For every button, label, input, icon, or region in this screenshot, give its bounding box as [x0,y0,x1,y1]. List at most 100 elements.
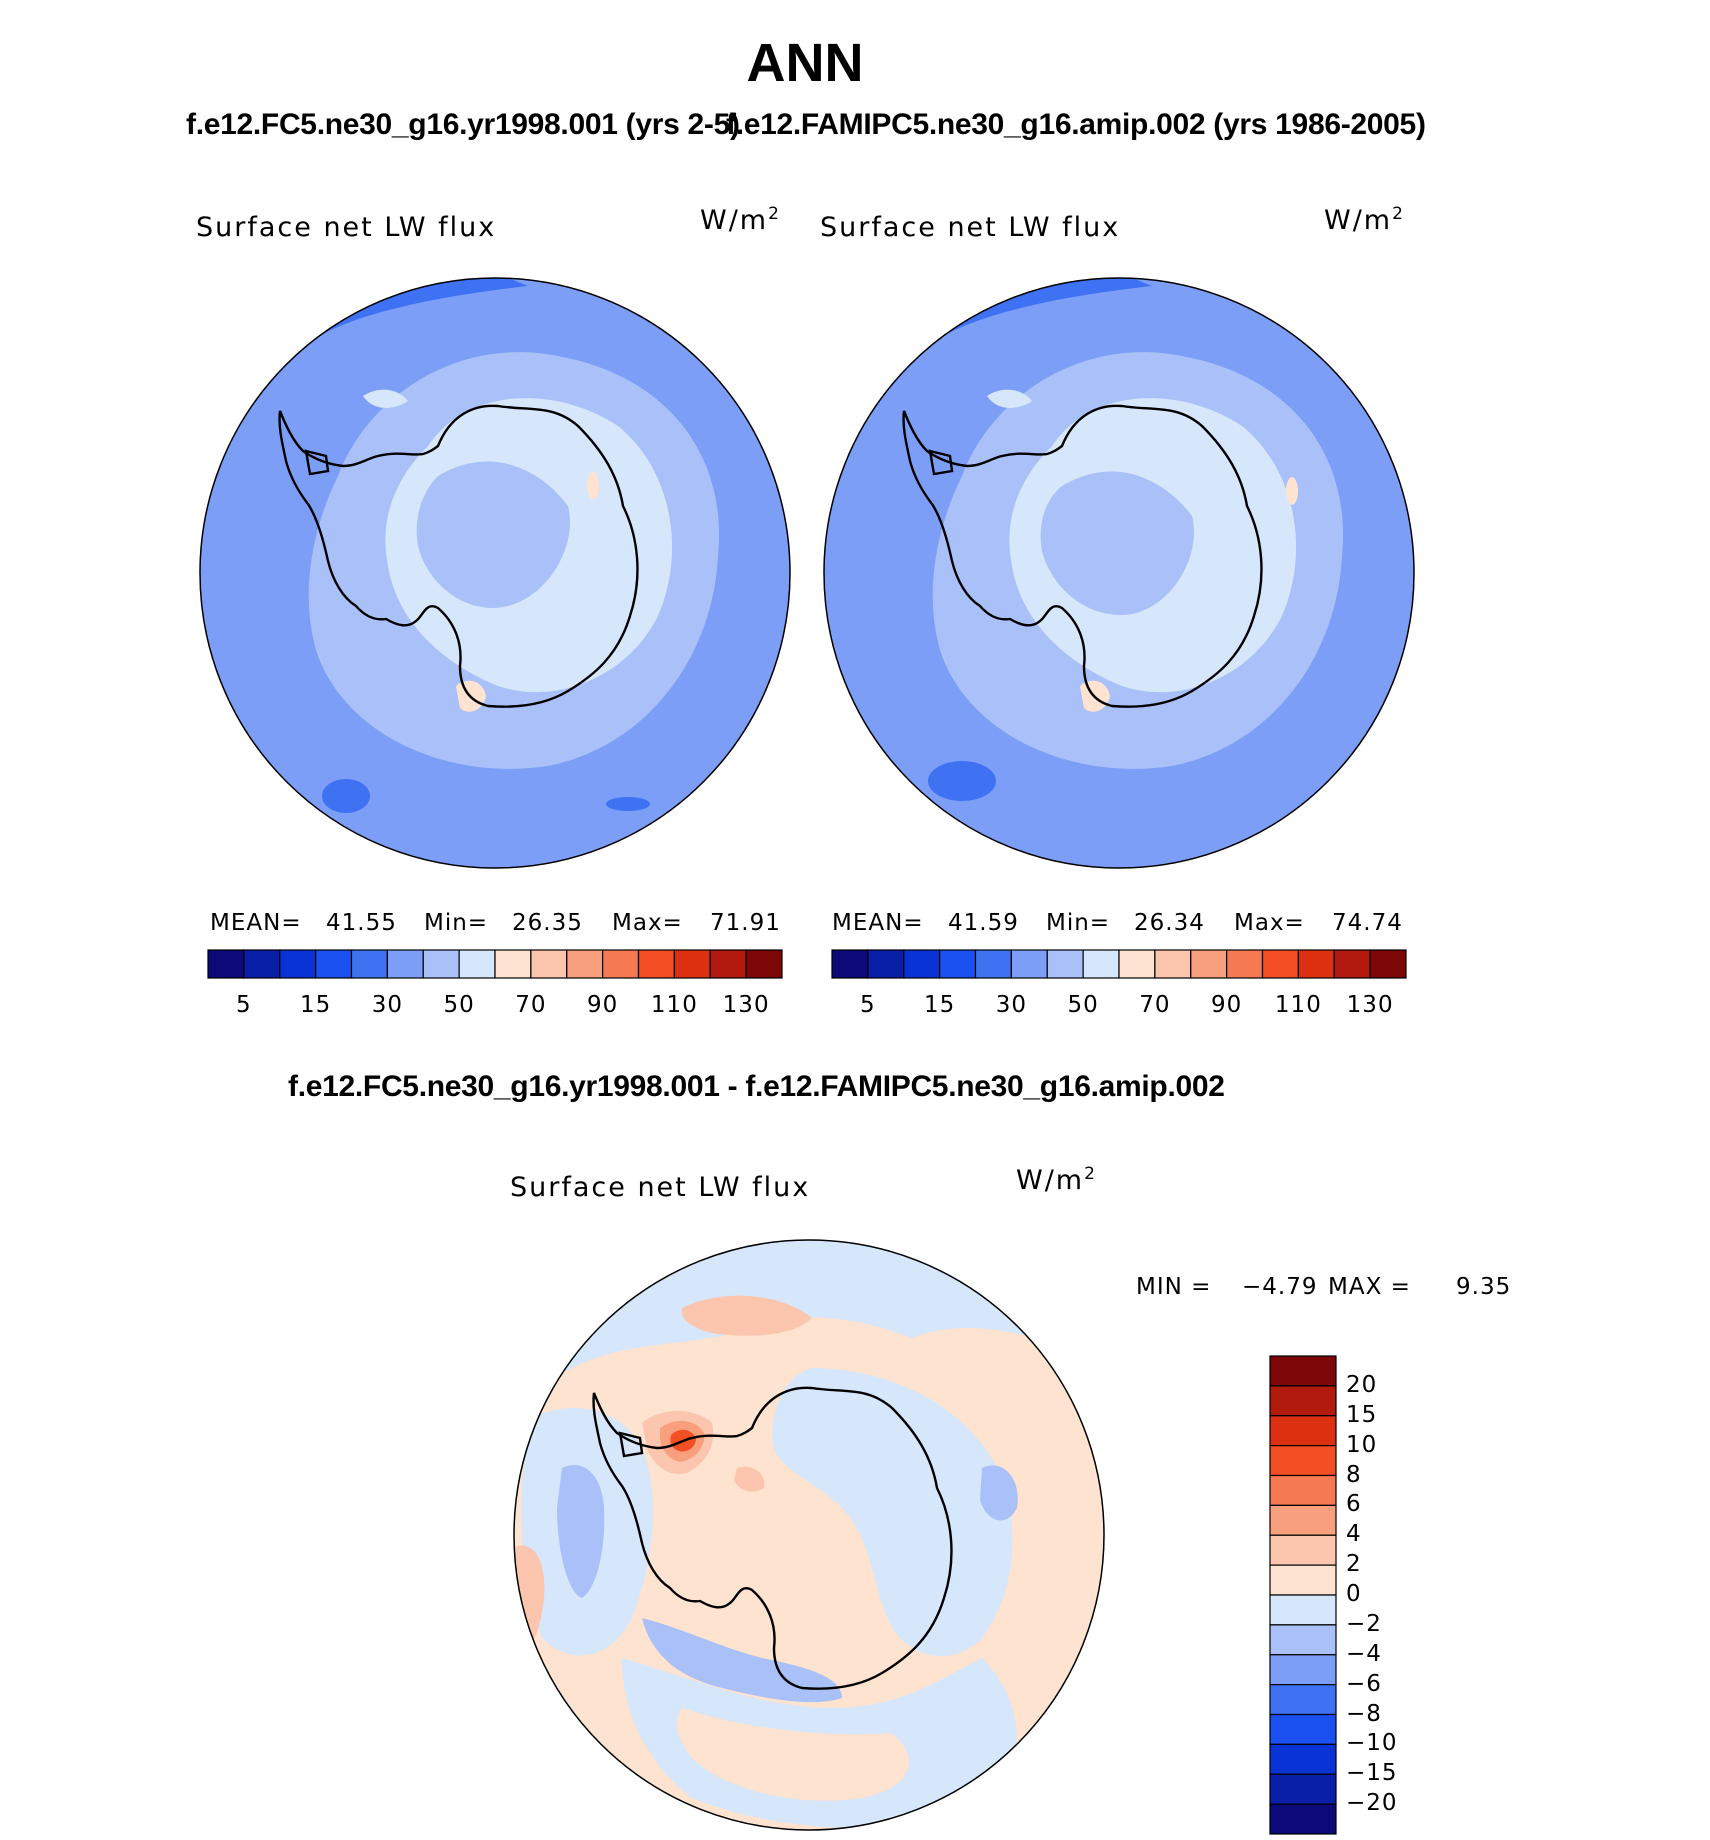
colorbar-swatch [243,949,281,979]
colorbar-tick-label: 50 [443,992,475,1018]
panel2-min-value: 26.34 [1134,910,1205,936]
colorbar-swatch [903,949,941,979]
colorbar-swatch [1190,949,1228,979]
colorbar-swatch [709,949,747,979]
panel1-colorbar [207,949,783,979]
panel2-units-label: W/m2 [1324,204,1405,236]
colorbar-tick-label: 8 [1346,1461,1362,1488]
colorbar-swatch [1269,1474,1337,1506]
panel2-colorbar [831,949,1407,979]
panel1-mean-label: MEAN= [210,910,302,936]
panel1-min-label: Min= [424,910,489,936]
colorbar-tick-label: 30 [995,992,1028,1018]
panel3-max-label: MAX = [1328,1274,1411,1300]
panel3-min-label: MIN = [1136,1274,1212,1300]
colorbar-swatch [1269,1743,1337,1775]
colorbar-swatch [867,949,905,979]
colorbar-tick-label: −4 [1346,1640,1382,1667]
colorbar-swatch [673,949,711,979]
colorbar-swatch [1046,949,1084,979]
case-title-diff: f.e12.FC5.ne30_g16.yr1998.001 - f.e12.FA… [288,1070,1225,1103]
colorbar-swatch [1297,949,1335,979]
colorbar-tick-label: 0 [1346,1581,1362,1607]
colorbar-swatch [530,949,568,979]
panel1-variable-label: Surface net LW flux [196,212,497,243]
colorbar-tick-label: 6 [1346,1491,1362,1518]
colorbar-tick-label: 110 [1274,992,1322,1018]
colorbar-swatch [831,949,869,979]
colorbar-swatch [458,949,496,979]
colorbar-tick-label: 15 [299,992,332,1018]
colorbar-swatch [637,949,675,979]
colorbar-swatch [1226,949,1264,979]
colorbar-swatch [1010,949,1048,979]
panel1-max-value: 71.91 [710,910,781,936]
colorbar-tick-label: −8 [1346,1700,1382,1727]
colorbar-swatch [1269,1803,1337,1835]
colorbar-tick-label: 15 [1346,1401,1378,1428]
colorbar-swatch [315,949,353,979]
colorbar-tick-label: 5 [860,992,876,1018]
colorbar-swatch [1154,949,1192,979]
colorbar-tick-label: 50 [1067,992,1099,1018]
colorbar-tick-label: 90 [586,992,619,1018]
colorbar-swatch [494,949,532,979]
colorbar-tick-label: 70 [515,992,547,1018]
panel2-max-value: 74.74 [1332,910,1403,936]
colorbar-tick-label: 30 [371,992,404,1018]
panel1-mean-value: 41.55 [326,910,397,936]
colorbar-swatch [422,949,460,979]
case-title-left: f.e12.FC5.ne30_g16.yr1998.001 (yrs 2-5) [186,108,740,141]
colorbar-swatch [1269,1504,1337,1536]
colorbar-swatch [1269,1713,1337,1745]
figure-title: ANN [746,33,864,93]
panel2-mean-value: 41.59 [948,910,1019,936]
colorbar-tick-label: 2 [1346,1551,1362,1578]
panel1-polar-map [199,277,791,869]
colorbar-swatch [1269,1385,1337,1417]
panel3-min-value: −4.79 [1242,1274,1318,1300]
colorbar-tick-label: 20 [1346,1371,1378,1398]
colorbar-swatch [939,949,977,979]
colorbar-swatch [1118,949,1156,979]
panel3-variable-label: Surface net LW flux [510,1172,811,1203]
colorbar-tick-label: −10 [1346,1730,1398,1757]
colorbar-swatch [745,949,783,979]
colorbar-swatch [1269,1624,1337,1656]
panel3-units-label: W/m2 [1016,1164,1097,1196]
colorbar-tick-label: 10 [1346,1431,1378,1458]
colorbar-swatch [974,949,1012,979]
colorbar-swatch [1269,1564,1337,1596]
colorbar-tick-label: 130 [722,992,770,1018]
panel3-max-value: 9.35 [1456,1274,1512,1300]
colorbar-tick-label: 5 [236,992,252,1018]
panel3-colorbar [1269,1355,1337,1835]
colorbar-swatch [1269,1654,1337,1686]
panel2-max-label: Max= [1234,910,1305,936]
colorbar-swatch [1261,949,1299,979]
panel2-min-label: Min= [1046,910,1111,936]
colorbar-swatch [279,949,317,979]
colorbar-tick-label: −6 [1346,1670,1382,1697]
colorbar-swatch [1269,1355,1337,1387]
colorbar-swatch [602,949,640,979]
colorbar-tick-label: 90 [1210,992,1243,1018]
colorbar-swatch [1269,1594,1337,1626]
colorbar-swatch [350,949,388,979]
panel1-min-value: 26.35 [512,910,583,936]
colorbar-tick-label: −2 [1346,1610,1382,1637]
colorbar-swatch [1333,949,1371,979]
colorbar-tick-label: 70 [1139,992,1171,1018]
colorbar-tick-label: 4 [1346,1521,1362,1548]
colorbar-swatch [1269,1415,1337,1447]
colorbar-tick-label: 130 [1346,992,1394,1018]
colorbar-swatch [1369,949,1407,979]
panel3-difference-map [513,1239,1105,1831]
colorbar-tick-label: 110 [650,992,698,1018]
panel2-mean-label: MEAN= [832,910,924,936]
panel1-max-label: Max= [612,910,683,936]
colorbar-tick-label: −15 [1346,1760,1398,1787]
colorbar-swatch [566,949,604,979]
case-title-right: f.e12.FAMIPC5.ne30_g16.amip.002 (yrs 198… [726,108,1426,141]
colorbar-swatch [1082,949,1120,979]
